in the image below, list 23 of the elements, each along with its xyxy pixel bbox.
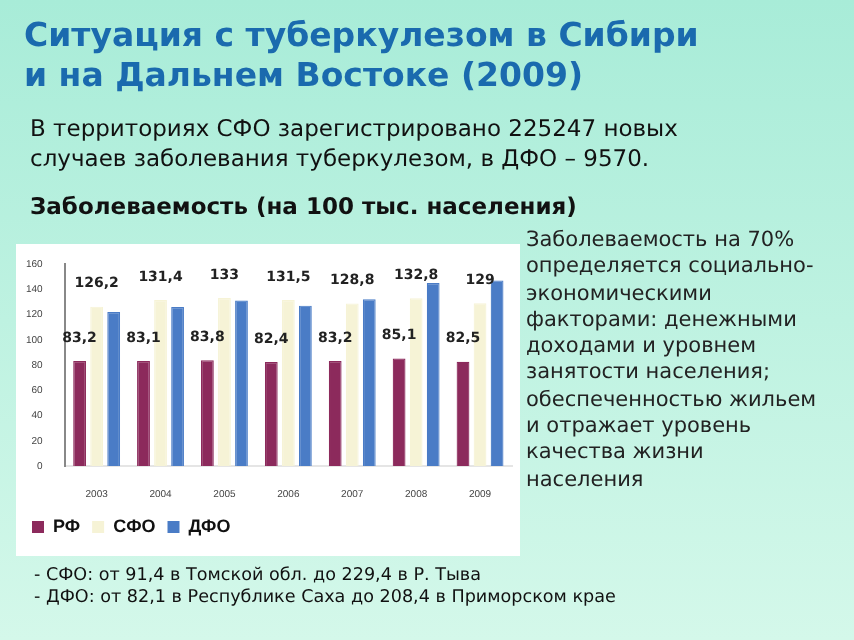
bar [490, 280, 504, 466]
bar [298, 305, 312, 466]
bar [107, 311, 121, 466]
chart-subtitle: В территориях СФО зарегистрировано 225247 новых случаев заболевания туберкулезом, в ДФО – 9570. [30, 114, 680, 174]
legend-label: СФО [113, 515, 156, 536]
bar [73, 360, 86, 466]
bar [328, 360, 342, 466]
bar [264, 361, 278, 466]
text: - СФО: от 91,4 в Томской обл. до 229,4 в Р. Тыва [34, 566, 482, 586]
bar [171, 306, 184, 466]
text: - ДФО: от 82,1 в Республике Саха до 208,4 в Приморском крае [34, 588, 616, 608]
legend-label: ДФО [188, 515, 231, 536]
chart-title: Ситуация с туберкулезом в Сибири и на Дальнем Востоке (2009) [24, 16, 701, 96]
bar [137, 361, 150, 466]
legend-label: РФ [53, 515, 81, 536]
bar [362, 299, 376, 466]
bar [426, 282, 440, 466]
text: Заболеваемость (на 100 тыс. населения) [30, 192, 577, 220]
bar [201, 360, 214, 466]
bar [235, 300, 248, 466]
bar [392, 358, 406, 466]
text: Заболеваемость на 70% определяется социально-экономическими факторами: денежными доходами и уровнем занятости населения; обеспеченностью жильем и отражает уровень качества жизни населения [526, 228, 817, 492]
bar [456, 361, 470, 466]
